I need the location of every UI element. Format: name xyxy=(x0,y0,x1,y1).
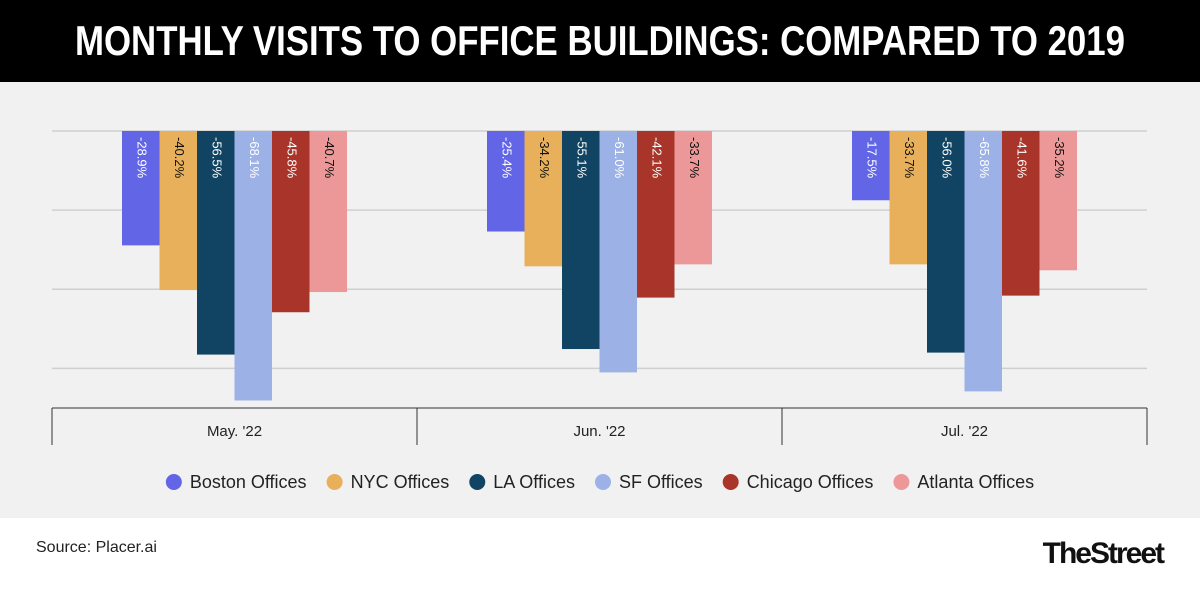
value-label: -56.5% xyxy=(209,137,224,179)
value-label: -25.4% xyxy=(499,137,514,179)
legend-marker xyxy=(893,474,910,490)
bar xyxy=(487,131,525,232)
bar xyxy=(159,131,197,291)
x-tick-label: May. '22 xyxy=(207,423,262,440)
legend-marker xyxy=(594,474,611,490)
bar xyxy=(637,131,675,298)
footer-background xyxy=(0,518,1200,593)
bar xyxy=(852,131,890,201)
bar xyxy=(1002,131,1040,296)
legend-label: NYC Offices xyxy=(351,472,450,492)
value-label: -42.1% xyxy=(649,137,664,179)
value-label: -61.0% xyxy=(612,137,627,179)
value-label: -65.8% xyxy=(977,137,992,179)
legend-marker xyxy=(165,474,182,490)
bar xyxy=(234,131,272,401)
bar xyxy=(964,131,1002,392)
value-label: -40.7% xyxy=(322,137,337,179)
value-label: -55.1% xyxy=(574,137,589,179)
legend-marker xyxy=(326,474,343,490)
bar xyxy=(524,131,562,267)
value-label: -34.2% xyxy=(537,137,552,179)
value-label: -33.7% xyxy=(902,137,917,179)
value-label: -28.9% xyxy=(134,137,149,179)
bar xyxy=(122,131,160,246)
value-label: -17.5% xyxy=(864,137,879,179)
value-label: -41.6% xyxy=(1014,137,1029,179)
value-label: -33.7% xyxy=(687,137,702,179)
bar xyxy=(1039,131,1077,271)
value-label: -68.1% xyxy=(247,137,262,179)
bar xyxy=(674,131,712,265)
brand-logo: TheStreet xyxy=(1043,537,1165,570)
legend-label: SF Offices xyxy=(619,472,703,492)
source: Source: Placer.ai xyxy=(36,539,157,556)
value-label: -35.2% xyxy=(1052,137,1067,179)
bar xyxy=(889,131,927,265)
bar xyxy=(562,131,600,350)
legend-label: Boston Offices xyxy=(190,472,307,492)
bar xyxy=(927,131,965,353)
legend-label: LA Offices xyxy=(493,472,575,492)
legend-label: Chicago Offices xyxy=(747,472,874,492)
legend-marker xyxy=(722,474,739,490)
bar xyxy=(599,131,637,373)
legend-marker xyxy=(469,474,486,490)
value-label: -56.0% xyxy=(939,137,954,179)
value-label: -45.8% xyxy=(284,137,299,179)
legend-label: Atlanta Offices xyxy=(917,472,1034,492)
bar xyxy=(309,131,347,293)
bar xyxy=(272,131,310,313)
bar xyxy=(197,131,235,355)
title-bar xyxy=(0,0,1200,82)
x-tick-label: Jul. '22 xyxy=(941,423,988,440)
chart-title: MONTHLY VISITS TO OFFICE BUILDINGS: COMP… xyxy=(75,17,1125,64)
value-label: -40.2% xyxy=(172,137,187,179)
x-tick-label: Jun. '22 xyxy=(573,423,625,440)
